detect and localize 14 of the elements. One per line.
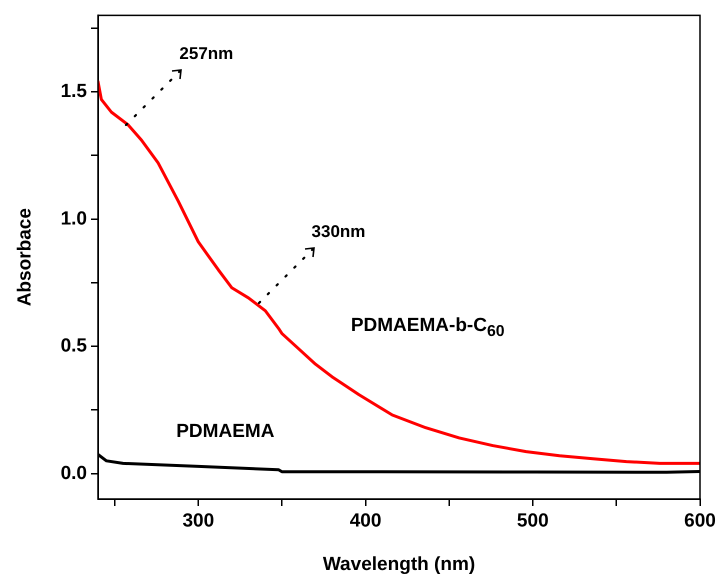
x-tick-label: 500 (516, 510, 549, 532)
text: PDMAEMA-b-C$_{60}$ (350, 314, 505, 340)
x-tick-label: 600 (684, 510, 716, 532)
y-tick-label: 0.0 (60, 462, 87, 484)
annotation: 330nm (312, 222, 366, 242)
x-axis-title: Wavelength (nm) (322, 554, 476, 575)
annotation: 257nm (179, 44, 234, 64)
y-tick-label: 1.0 (60, 208, 87, 230)
series-label: PDMAEMA (176, 420, 274, 443)
y-axis-title: Absorbace (14, 208, 36, 306)
x-tick-label: 300 (182, 510, 214, 532)
x-tick-label: 400 (350, 510, 382, 532)
y-tick-label: 0.5 (60, 336, 88, 357)
y-tick-label: 1.5 (60, 80, 88, 102)
